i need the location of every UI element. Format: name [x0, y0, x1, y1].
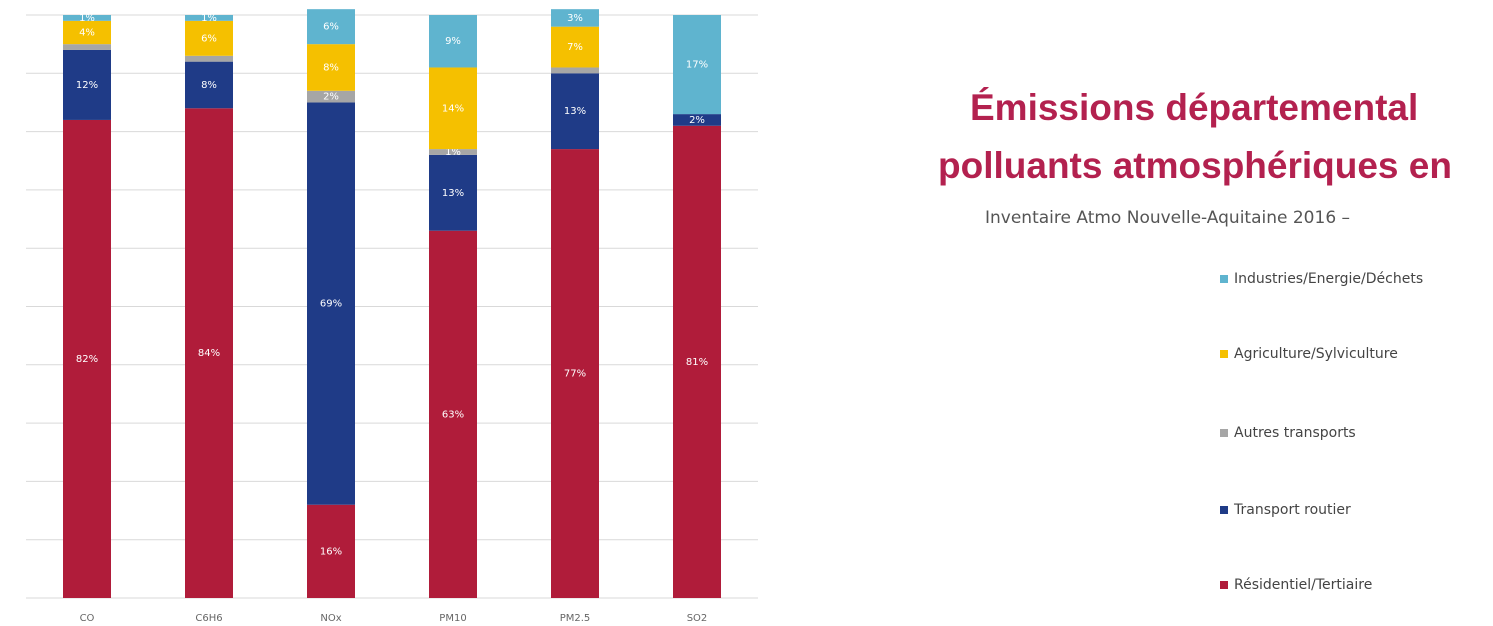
chart-title: polluants atmosphériques en: [938, 145, 1452, 186]
x-tick-label: PM10: [439, 613, 466, 624]
legend-label: Autres transports: [1234, 425, 1356, 441]
bar-segment: [63, 20, 111, 45]
value-label: 1%: [201, 13, 217, 24]
bar-segment: [673, 114, 721, 126]
chart-subtitle: Inventaire Atmo Nouvelle-Aquitaine 2016 …: [985, 208, 1350, 228]
value-label: 63%: [442, 409, 464, 420]
legend-label: Transport routier: [1233, 502, 1351, 518]
x-tick-label: C6H6: [195, 613, 222, 624]
legend-swatch: [1220, 275, 1228, 283]
value-label: 8%: [323, 62, 339, 73]
value-label: 6%: [323, 22, 339, 33]
value-label: 8%: [201, 80, 217, 91]
value-label: 12%: [76, 80, 98, 91]
bar-segment: [185, 61, 233, 109]
bar-segment: [185, 55, 233, 62]
bar-segment: [429, 15, 477, 68]
bar-segment: [429, 67, 477, 150]
x-tick-label: PM2.5: [560, 613, 591, 624]
bar-segment: [551, 73, 599, 150]
bar-segment: [307, 102, 355, 505]
value-label: 69%: [320, 299, 342, 310]
bar-segment: [673, 125, 721, 599]
bar-segment: [551, 9, 599, 27]
bar-segment: [307, 44, 355, 91]
x-tick-label: SO2: [687, 613, 708, 624]
bar-segment: [551, 149, 599, 598]
legend-label: Agriculture/Sylviculture: [1234, 346, 1398, 362]
chart-title: Émissions départemental: [970, 87, 1418, 128]
value-label: 13%: [564, 106, 586, 117]
bar-segment: [429, 230, 477, 598]
bar-segment: [551, 67, 599, 74]
value-label: 14%: [442, 103, 464, 114]
bar-segment: [185, 108, 233, 598]
value-label: 7%: [567, 42, 583, 53]
bar-segment: [429, 154, 477, 231]
legend-label: Industries/Energie/Déchets: [1234, 271, 1423, 287]
bar-segment: [307, 9, 355, 45]
bar-segment: [63, 15, 111, 21]
value-label: 77%: [564, 369, 586, 380]
bar-segment: [307, 504, 355, 598]
value-label: 17%: [686, 60, 708, 71]
bar-segment: [63, 119, 111, 598]
value-label: 13%: [442, 188, 464, 199]
value-label: 2%: [323, 92, 339, 103]
bar-segment: [673, 15, 721, 115]
value-label: 6%: [201, 33, 217, 44]
value-label: 4%: [79, 27, 95, 38]
value-label: 1%: [79, 13, 95, 24]
legend-label: Résidentiel/Tertiaire: [1234, 577, 1372, 593]
bar-segment: [551, 26, 599, 68]
x-tick-label: NOx: [320, 613, 341, 624]
value-label: 81%: [686, 357, 708, 368]
bar-segment: [307, 90, 355, 103]
bar-segment: [185, 20, 233, 56]
bar-segment: [63, 49, 111, 120]
value-label: 3%: [567, 13, 583, 24]
bar-segment: [63, 44, 111, 50]
legend-swatch: [1220, 350, 1228, 358]
bar-segment: [429, 149, 477, 155]
value-label: 84%: [198, 348, 220, 359]
value-label: 1%: [445, 147, 461, 158]
value-label: 16%: [320, 546, 342, 557]
legend-swatch: [1220, 581, 1228, 589]
bar-segment: [185, 15, 233, 21]
value-label: 2%: [689, 115, 705, 126]
value-label: 9%: [445, 36, 461, 47]
x-tick-label: CO: [80, 613, 95, 624]
legend-swatch: [1220, 429, 1228, 437]
legend-swatch: [1220, 506, 1228, 514]
value-label: 82%: [76, 354, 98, 365]
